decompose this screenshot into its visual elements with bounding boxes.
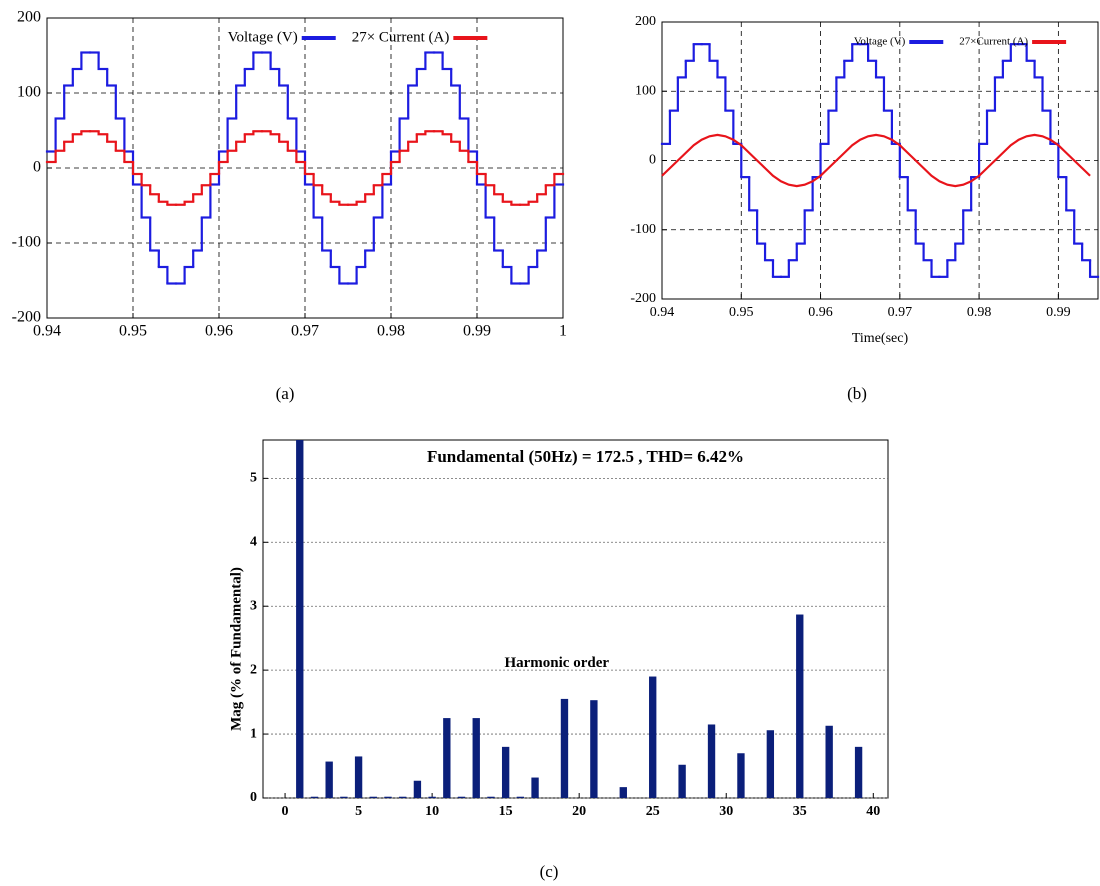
x-tick-label: 0.99 xyxy=(1046,305,1071,320)
bar xyxy=(560,698,569,798)
bar xyxy=(457,796,466,798)
x-tick-label: 0.94 xyxy=(33,323,61,340)
bar xyxy=(854,746,863,798)
legend-label: Voltage (V) xyxy=(854,36,906,48)
bar xyxy=(413,780,422,798)
x-tick-label: 10 xyxy=(425,804,439,819)
bar xyxy=(516,796,525,798)
bar xyxy=(501,746,510,798)
annotation: Harmonic order xyxy=(504,655,609,671)
bar xyxy=(531,777,539,798)
y-tick-label: 3 xyxy=(250,598,257,613)
x-tick-label: 0.97 xyxy=(291,323,319,340)
y-tick-label: -100 xyxy=(630,222,656,237)
x-tick-label: 0.96 xyxy=(808,305,833,320)
bar xyxy=(369,796,377,798)
bar xyxy=(325,761,333,798)
x-tick-label: 25 xyxy=(646,804,660,819)
x-tick-label: 30 xyxy=(719,804,733,819)
y-tick-label: 100 xyxy=(17,84,41,101)
bar xyxy=(296,440,304,798)
legend-label: 27×Current (A) xyxy=(959,36,1028,48)
x-axis-label: Time(sec) xyxy=(852,331,909,346)
bar xyxy=(737,753,745,798)
x-tick-label: 0.96 xyxy=(205,323,233,340)
y-tick-label: -200 xyxy=(630,291,656,306)
x-tick-label: 0 xyxy=(282,804,289,819)
x-tick-label: 0.95 xyxy=(729,305,754,320)
legend-label: Voltage (V) xyxy=(228,29,298,45)
x-tick-label: 20 xyxy=(572,804,586,819)
bar xyxy=(825,725,833,798)
bar xyxy=(399,796,407,798)
y-tick-label: 200 xyxy=(17,9,41,26)
y-tick-label: 200 xyxy=(635,14,656,29)
legend-label: 27× Current (A) xyxy=(352,29,450,45)
x-tick-label: 1 xyxy=(559,323,567,340)
x-tick-label: 5 xyxy=(355,804,362,819)
plot-area xyxy=(262,439,889,799)
x-tick-label: 0.99 xyxy=(463,323,491,340)
bar xyxy=(354,756,363,798)
x-tick-label: 0.98 xyxy=(967,305,992,320)
bar xyxy=(443,718,451,798)
x-tick-label: 0.95 xyxy=(119,323,147,340)
y-tick-label: -100 xyxy=(12,234,41,251)
y-tick-label: 5 xyxy=(250,471,257,486)
bar xyxy=(619,787,627,798)
y-tick-label: 1 xyxy=(250,726,257,741)
chart-title: Fundamental (50Hz) = 172.5 , THD= 6.42% xyxy=(427,447,744,466)
bar xyxy=(678,764,686,798)
y-tick-label: 2 xyxy=(250,662,257,677)
y-tick-label: 0 xyxy=(649,153,656,168)
series-line xyxy=(661,133,1091,188)
caption: (b) xyxy=(847,384,867,403)
y-tick-label: 100 xyxy=(635,83,656,98)
bar xyxy=(384,796,392,798)
y-tick-label: 4 xyxy=(250,535,257,550)
x-tick-label: 15 xyxy=(499,804,513,819)
bar xyxy=(796,614,804,798)
x-tick-label: 40 xyxy=(866,804,880,819)
y-axis-label: Mag (% of Fundamental) xyxy=(228,567,244,731)
bar xyxy=(590,700,598,798)
bar xyxy=(472,718,480,798)
bar xyxy=(766,730,775,798)
y-tick-label: 0 xyxy=(250,790,257,805)
caption: (a) xyxy=(276,384,295,403)
caption: (c) xyxy=(540,862,559,881)
x-tick-label: 0.94 xyxy=(650,305,675,320)
bar xyxy=(340,796,348,798)
x-tick-label: 35 xyxy=(793,804,807,819)
bar xyxy=(649,676,657,798)
bar xyxy=(707,724,716,798)
y-tick-label: -200 xyxy=(12,309,41,326)
bar xyxy=(428,796,436,798)
y-tick-label: 0 xyxy=(33,159,41,176)
bar xyxy=(310,796,319,798)
bar xyxy=(487,796,495,798)
x-tick-label: 0.97 xyxy=(888,305,913,320)
x-tick-label: 0.98 xyxy=(377,323,405,340)
